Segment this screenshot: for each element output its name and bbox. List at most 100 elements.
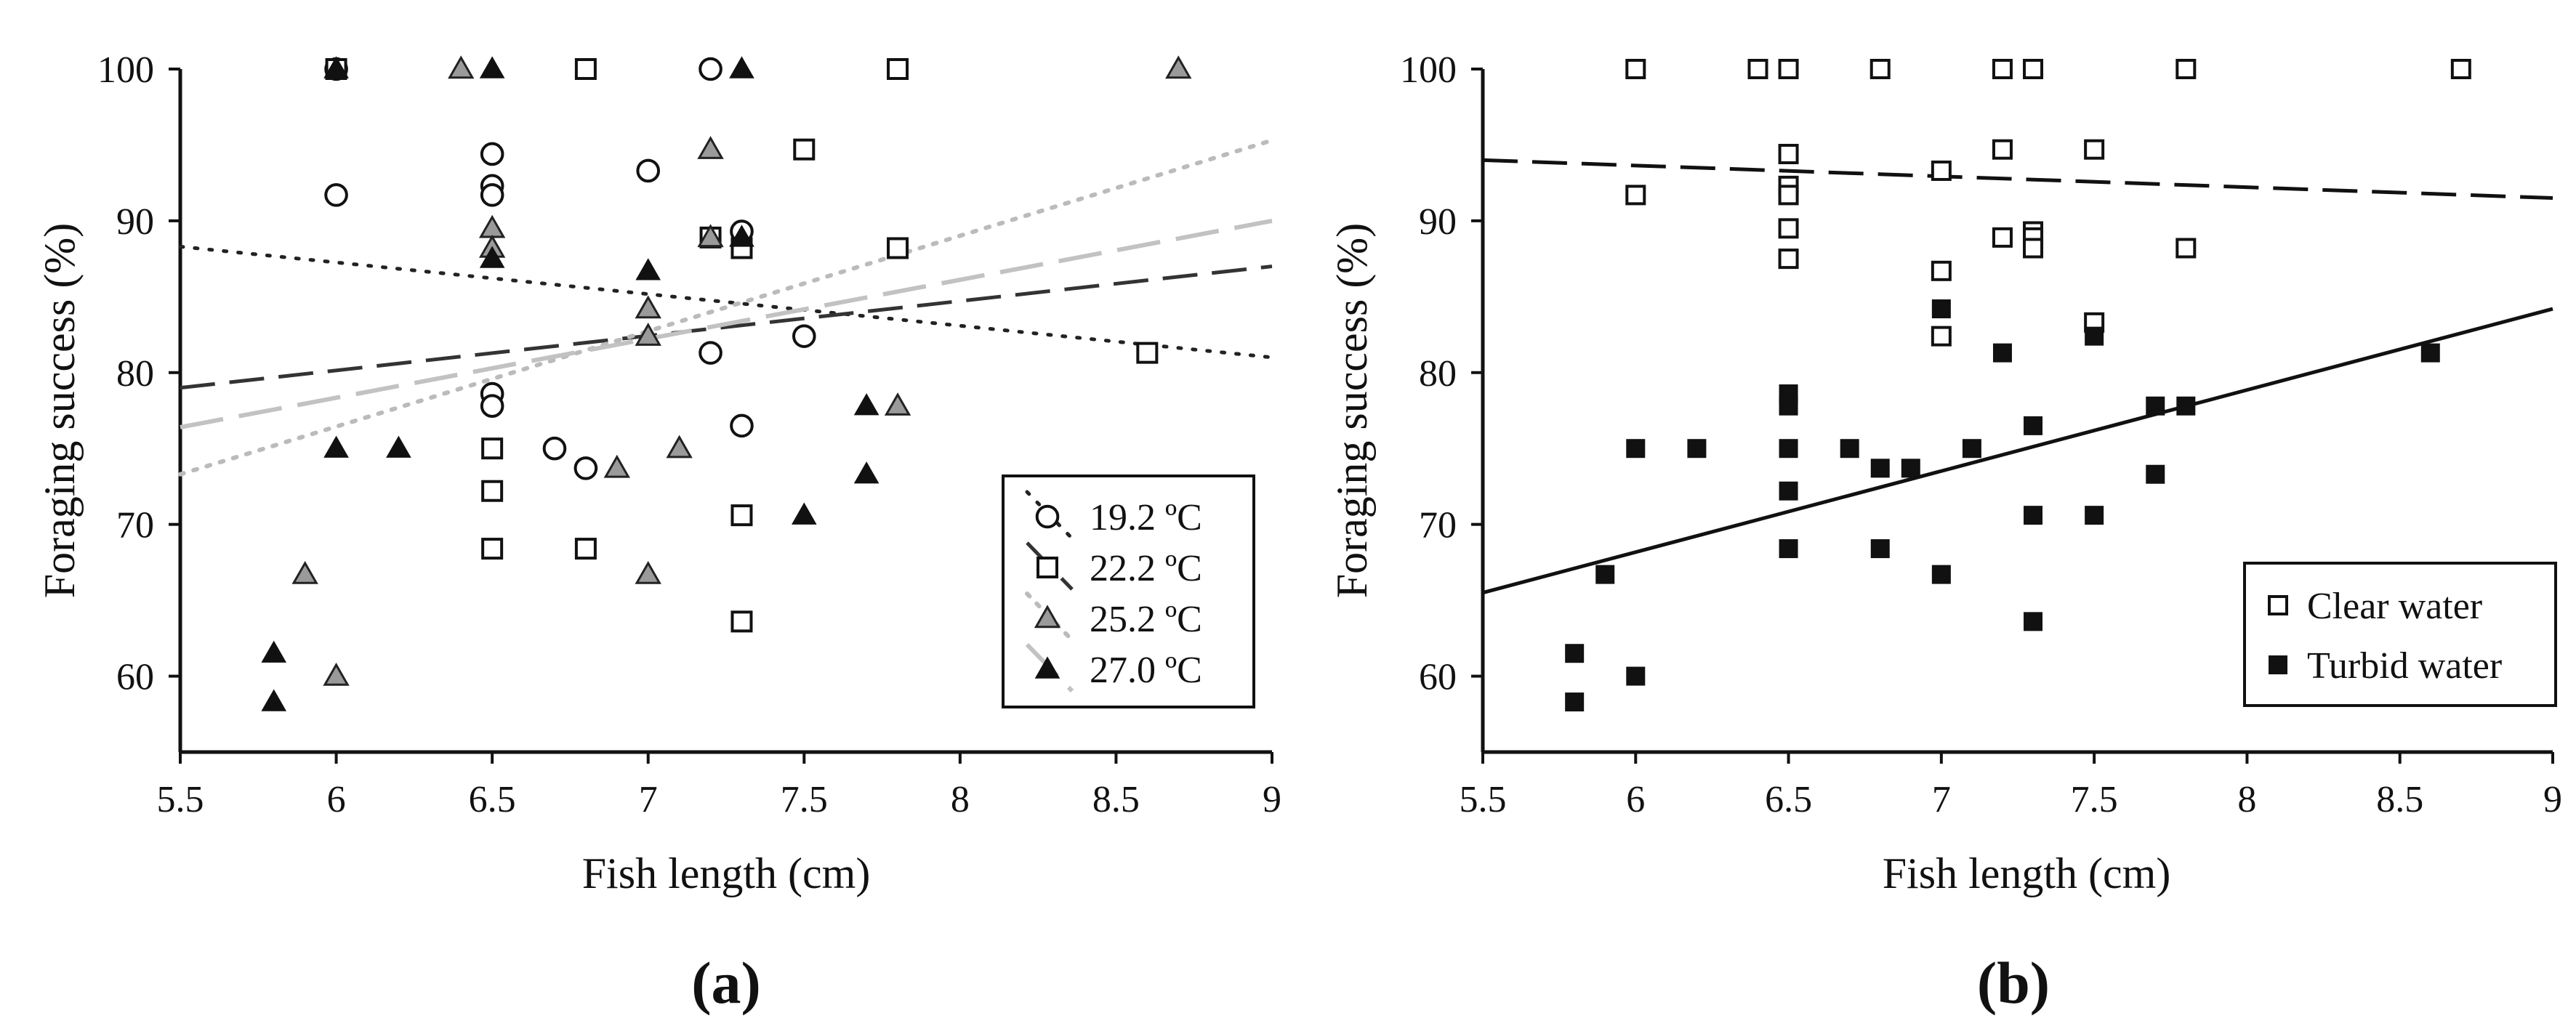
panel-b-legend: Clear water Turbid water bbox=[2243, 562, 2557, 707]
data-point-25-2-c bbox=[635, 560, 661, 584]
data-point-27-0-c bbox=[791, 502, 817, 525]
data-point-clear-water bbox=[1778, 143, 1799, 164]
data-point-clear-water bbox=[1992, 139, 2013, 160]
trend-line-22-2-c bbox=[180, 264, 1273, 390]
data-point-clear-water bbox=[1625, 185, 1646, 206]
y-tick-label: 70 bbox=[1419, 505, 1457, 546]
data-point-27-0-c bbox=[729, 56, 754, 78]
data-point-22-2-c bbox=[481, 480, 504, 502]
data-point-turbid-water bbox=[1565, 692, 1585, 712]
data-point-25-2-c bbox=[478, 214, 506, 238]
y-tick-label: 90 bbox=[1419, 201, 1457, 243]
data-point-clear-water bbox=[2084, 139, 2105, 160]
panel-b-x-axis-title: Fish length (cm) bbox=[1883, 849, 2171, 897]
data-point-22-2-c bbox=[887, 58, 909, 80]
data-point-clear-water bbox=[1992, 59, 2013, 79]
data-point-22-2-c bbox=[481, 538, 504, 560]
data-point-19-2-c bbox=[792, 324, 816, 348]
data-point-clear-water bbox=[1869, 59, 1891, 79]
x-tick-label: 5.5 bbox=[157, 779, 204, 820]
data-point-19-2-c bbox=[324, 183, 348, 207]
data-point-turbid-water bbox=[1687, 439, 1707, 459]
x-tick-label: 9 bbox=[1263, 779, 1281, 820]
x-tick-label: 7 bbox=[639, 779, 658, 820]
y-tick-label: 60 bbox=[116, 657, 154, 698]
data-point-19-2-c bbox=[480, 142, 504, 166]
data-point-turbid-water bbox=[1901, 459, 1920, 478]
data-point-turbid-water bbox=[2146, 396, 2165, 416]
legend-label-turbid-water: Turbid water bbox=[2307, 645, 2502, 687]
data-point-27-0-c bbox=[261, 640, 287, 663]
x-tick-label: 5.5 bbox=[1460, 779, 1507, 820]
data-point-19-2-c bbox=[573, 456, 598, 480]
x-tick-label: 6.5 bbox=[469, 779, 516, 820]
data-point-22-2-c bbox=[730, 610, 753, 633]
panel-b-legend-box bbox=[2243, 562, 2557, 707]
legend-label-clear-water: Clear water bbox=[2307, 586, 2482, 627]
panel-b-chart: 5.5 6 6.5 7 7.5 8 8.5 9 60 70 80 90 100 Fish length … bbox=[1328, 49, 2562, 1016]
data-point-turbid-water bbox=[1870, 539, 1890, 559]
data-point-25-2-c bbox=[884, 392, 911, 416]
panel-b-y-axis-title: Foraging success (%) bbox=[1328, 223, 1376, 599]
data-point-clear-water bbox=[1992, 227, 2013, 248]
data-point-25-2-c bbox=[603, 454, 630, 478]
data-point-turbid-water bbox=[1779, 539, 1798, 559]
data-point-clear-water bbox=[1778, 218, 1799, 239]
y-tick-label: 80 bbox=[116, 353, 154, 395]
data-point-turbid-water bbox=[1962, 439, 1981, 459]
y-tick-label: 70 bbox=[116, 505, 154, 546]
data-point-turbid-water bbox=[1626, 666, 1646, 686]
data-point-turbid-water bbox=[2024, 506, 2043, 525]
data-point-27-0-c bbox=[479, 246, 505, 268]
data-point-clear-water bbox=[2175, 238, 2197, 259]
data-point-19-2-c bbox=[636, 158, 661, 183]
x-tick-label: 9 bbox=[2543, 779, 2562, 820]
y-tick-label: 80 bbox=[1419, 353, 1457, 395]
data-point-25-2-c bbox=[697, 224, 724, 248]
data-point-25-2-c bbox=[635, 323, 661, 346]
legend-label-27-0-c: 27.0 ºC bbox=[1090, 650, 1202, 691]
data-point-19-2-c bbox=[542, 436, 567, 461]
legend-marker-22-2-c bbox=[1037, 557, 1058, 578]
data-point-turbid-water bbox=[2024, 612, 2043, 631]
data-point-turbid-water bbox=[1931, 565, 1951, 584]
data-point-turbid-water bbox=[2085, 326, 2104, 346]
trend-line-turbid-water bbox=[1482, 307, 2553, 595]
data-point-22-2-c bbox=[887, 237, 909, 259]
panel-a-label: (a) bbox=[691, 950, 761, 1016]
y-tick-label: 100 bbox=[1400, 49, 1457, 91]
data-point-clear-water bbox=[2175, 59, 2197, 79]
x-tick-label: 8 bbox=[951, 779, 970, 820]
trend-line-27-0-c bbox=[180, 218, 1273, 429]
data-point-22-2-c bbox=[793, 138, 816, 161]
data-point-turbid-water bbox=[1779, 396, 1798, 416]
data-point-25-2-c bbox=[448, 55, 475, 79]
data-point-27-0-c bbox=[386, 435, 411, 458]
data-point-turbid-water bbox=[1779, 439, 1798, 459]
trend-line-clear-water bbox=[1482, 158, 2553, 201]
data-point-22-2-c bbox=[574, 538, 597, 560]
legend-label-19-2-c: 19.2 ºC bbox=[1090, 497, 1202, 538]
data-point-turbid-water bbox=[2146, 464, 2165, 484]
data-point-22-2-c bbox=[481, 437, 504, 460]
data-point-27-0-c bbox=[729, 225, 754, 247]
data-point-clear-water bbox=[1931, 160, 1952, 181]
x-tick-label: 6 bbox=[327, 779, 346, 820]
data-point-27-0-c bbox=[853, 461, 880, 484]
data-point-clear-water bbox=[1931, 260, 1952, 281]
data-point-turbid-water bbox=[2024, 416, 2043, 435]
data-point-turbid-water bbox=[2176, 396, 2196, 416]
panel-a-x-axis-title: Fish length (cm) bbox=[582, 849, 871, 897]
data-point-clear-water bbox=[1778, 185, 1799, 206]
data-point-27-0-c bbox=[323, 435, 349, 458]
legend-marker-25-2-c bbox=[1034, 605, 1061, 629]
trend-line-25-2-c bbox=[178, 138, 1274, 477]
data-point-turbid-water bbox=[2420, 343, 2440, 363]
x-tick-label: 7.5 bbox=[781, 779, 828, 820]
data-point-turbid-water bbox=[1840, 439, 1859, 459]
data-point-clear-water bbox=[1931, 326, 1952, 347]
legend-marker-turbid-water bbox=[2269, 655, 2287, 674]
x-tick-label: 8.5 bbox=[2376, 779, 2423, 820]
panel-a-y-axis-title: Foraging success (%) bbox=[36, 223, 84, 599]
data-point-25-2-c bbox=[697, 136, 724, 159]
